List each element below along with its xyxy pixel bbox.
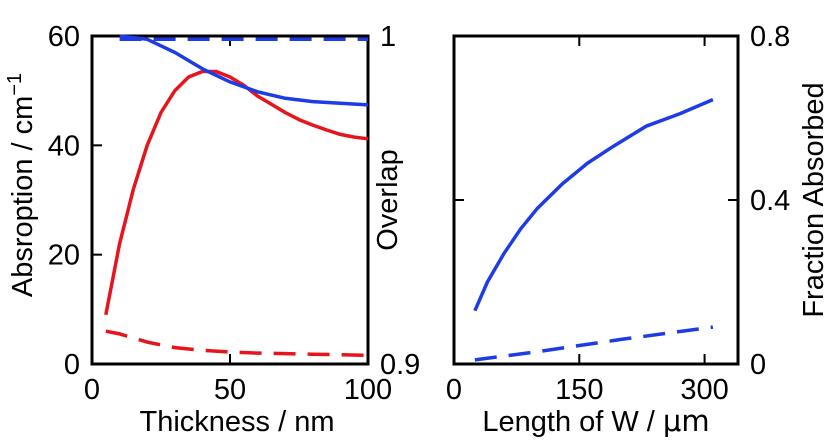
y2-tick-label: 0.9 xyxy=(380,349,420,381)
x-tick-label: 50 xyxy=(214,374,246,406)
left-y2-axis-title: Overlap xyxy=(372,149,404,251)
left-plot-frame xyxy=(90,34,370,366)
x-tick-label: 150 xyxy=(555,374,603,406)
right-x-axis-title: Length of W / μm xyxy=(482,404,709,438)
right-y-axis-title: Fraction Absorbed xyxy=(798,82,830,317)
y-tick-label: 40 xyxy=(48,130,80,162)
left-y-axis-title-superscript: −1 xyxy=(4,73,26,96)
right-x-axis-title-text: Length of W / xyxy=(482,406,663,438)
y-tick-label: 20 xyxy=(48,240,80,272)
right-x-axis-title-unit: μm xyxy=(663,404,710,438)
left-y-axis-title-text: Absroption / cm xyxy=(7,96,39,297)
x-tick-label: 0 xyxy=(84,374,100,406)
x-tick-label: 300 xyxy=(680,374,728,406)
series-line-1 xyxy=(474,325,714,362)
left-x-axis-title: Thickness / nm xyxy=(140,406,335,438)
x-tick-label: 100 xyxy=(344,374,392,406)
series-line-0 xyxy=(473,97,714,312)
y-tick-label: 60 xyxy=(48,21,80,53)
y-tick-label: 0 xyxy=(64,349,80,381)
y2-tick-label: 0.4 xyxy=(750,185,790,217)
series-line-2 xyxy=(119,34,369,107)
y2-tick-label: 1 xyxy=(380,21,396,53)
series-line-0 xyxy=(104,69,369,316)
y2-tick-label: 0.8 xyxy=(750,21,790,53)
right-plot-frame xyxy=(452,34,740,366)
left-panel: 0 50 100 0 20 40 60 0.9 1 Thickness / nm Absropt… xyxy=(4,21,420,438)
y2-tick-label: 0 xyxy=(750,349,766,381)
x-tick-label: 0 xyxy=(446,374,462,406)
series-line-1 xyxy=(105,329,369,358)
left-y-axis-title: Absroption / cm−1 xyxy=(4,73,39,297)
right-panel: 0 150 300 0 0.4 0.8 Length of W / μm Fraction… xyxy=(446,21,830,438)
